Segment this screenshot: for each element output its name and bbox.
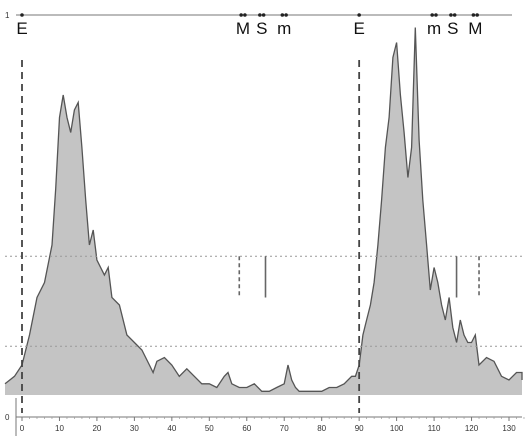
top-dot-10: [449, 13, 453, 17]
top-axis-label-1: 1: [5, 11, 10, 20]
top-dots-group: [20, 13, 479, 17]
top-dot-2: [243, 13, 247, 17]
x-tick-label-11: 110: [428, 424, 441, 433]
top-dot-4: [261, 13, 266, 17]
series-line: [4, 27, 523, 392]
top-dot-12: [471, 13, 476, 17]
short-markers-group: [238, 256, 480, 298]
x-tick-label-4: 40: [167, 424, 176, 433]
top-dot-7: [357, 13, 361, 17]
event-label-0: E: [16, 19, 27, 38]
x-tick-label-10: 100: [390, 424, 404, 433]
x-tick-label-8: 80: [317, 424, 326, 433]
event-label-4: E: [353, 19, 364, 38]
event-label-7: M: [468, 19, 482, 38]
reference-lines-group: [5, 255, 522, 347]
event-label-1: M: [236, 19, 250, 38]
x-tick-label-5: 50: [205, 424, 214, 433]
x-tick-label-7: 70: [280, 424, 289, 433]
x-tick-label-3: 30: [130, 424, 139, 433]
event-label-6: S: [447, 19, 458, 38]
x-tick-label-9: 90: [355, 424, 364, 433]
top-dot-0: [20, 13, 24, 17]
x-tick-label-2: 20: [92, 424, 101, 433]
event-label-3: m: [277, 19, 291, 38]
x-tick-label-12: 120: [465, 424, 479, 433]
x-axis-zero-label: 0: [5, 413, 10, 422]
event-label-2: S: [256, 19, 267, 38]
event-lines-group: [21, 60, 361, 413]
top-dot-6: [284, 13, 288, 17]
event-label-5: m: [427, 19, 441, 38]
x-tick-label-13: 130: [502, 424, 516, 433]
top-dot-8: [430, 13, 435, 17]
x-tick-label-1: 10: [55, 424, 64, 433]
top-dot-11: [452, 13, 457, 17]
series-area-fill: [5, 27, 522, 395]
top-dot-3: [258, 13, 262, 17]
top-dot-1: [239, 13, 243, 17]
x-ticks-group: 0 10 20 30 40 50 60 70 80 90 100 110 120 130: [20, 417, 525, 433]
top-dot-13: [475, 13, 479, 17]
x-tick-label-0: 0: [20, 424, 25, 433]
top-dot-5: [280, 13, 285, 17]
x-tick-label-6: 60: [242, 424, 251, 433]
top-dot-9: [434, 13, 438, 17]
